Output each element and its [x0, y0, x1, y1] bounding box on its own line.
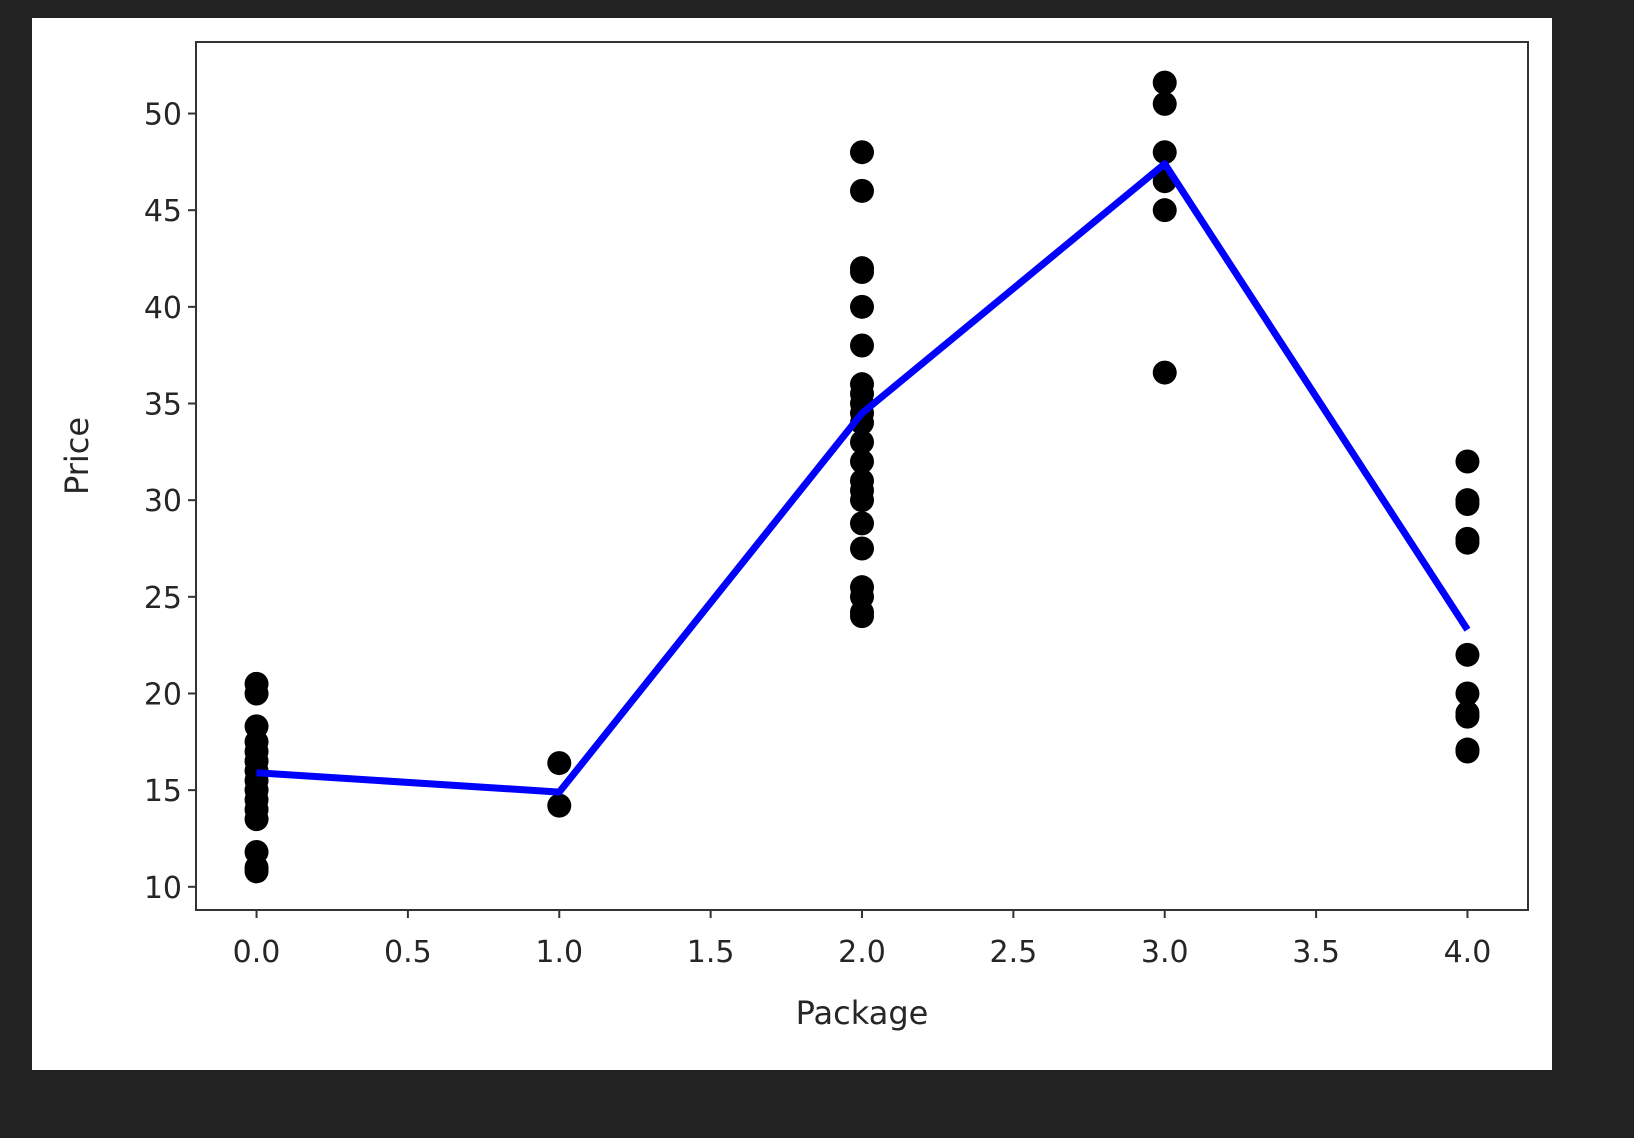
y-tick-label: 50 [144, 98, 182, 133]
scatter-point [850, 536, 874, 561]
scatter-point [1152, 91, 1177, 116]
scatter-point [850, 430, 874, 455]
scatter-point [850, 140, 874, 165]
x-tick-label: 0.0 [233, 935, 281, 970]
x-tick-label: 2.5 [990, 935, 1038, 970]
scatter-point [850, 178, 874, 203]
x-tick-label: 1.5 [687, 935, 735, 970]
y-tick-label: 30 [144, 484, 182, 519]
y-tick-label: 25 [144, 581, 182, 616]
scatter-point [1152, 360, 1177, 385]
y-tick-label: 35 [144, 388, 182, 423]
scatter-point [850, 294, 874, 319]
scatter-chart: 0.0 0.5 1.0 1.5 2.0 2.5 3.0 3.5 4.0 10 15 20 25 30 35… [58, 41, 1529, 1032]
x-tick-label: 1.0 [535, 935, 583, 970]
x-tick-label: 4.0 [1444, 935, 1492, 970]
y-tick-label: 40 [144, 291, 182, 326]
scatter-point [1455, 492, 1480, 517]
scatter-point [1455, 530, 1480, 555]
x-tick-label: 0.5 [384, 935, 432, 970]
y-tick-label: 10 [144, 871, 182, 906]
x-tick-label: 2.0 [838, 935, 886, 970]
scatter-point [1455, 449, 1480, 474]
chart-canvas: 0.0 0.5 1.0 1.5 2.0 2.5 3.0 3.5 4.0 10 15 20 25 30 35… [32, 18, 1552, 1070]
scatter-point [850, 488, 874, 513]
fit-line [256, 160, 1471, 796]
scatter-point [1455, 739, 1480, 764]
scatter-point [850, 449, 874, 474]
scatter-point [547, 751, 572, 776]
scatter-point [850, 260, 874, 285]
scatter-point [850, 333, 874, 358]
y-tick-label: 15 [144, 774, 182, 809]
scatter-point [850, 511, 874, 536]
scatter-point [244, 681, 269, 706]
y-axis-label: Price [58, 417, 96, 495]
x-tick-label: 3.5 [1292, 935, 1340, 970]
scatter-point [244, 807, 269, 832]
y-tick-label: 20 [144, 677, 182, 712]
scatter-point [850, 604, 874, 629]
scatter-point [547, 793, 572, 818]
scatter-point [1455, 681, 1480, 706]
x-tick-label: 3.0 [1141, 935, 1189, 970]
scatter-point [1152, 140, 1177, 165]
y-tick-label: 45 [144, 194, 182, 229]
scatter-point [1152, 198, 1177, 223]
scatter-point [1455, 704, 1480, 729]
x-axis-label: Package [796, 994, 929, 1032]
scatter-point [1455, 642, 1480, 667]
scatter-point [244, 859, 269, 884]
scatter-point [1152, 70, 1177, 95]
